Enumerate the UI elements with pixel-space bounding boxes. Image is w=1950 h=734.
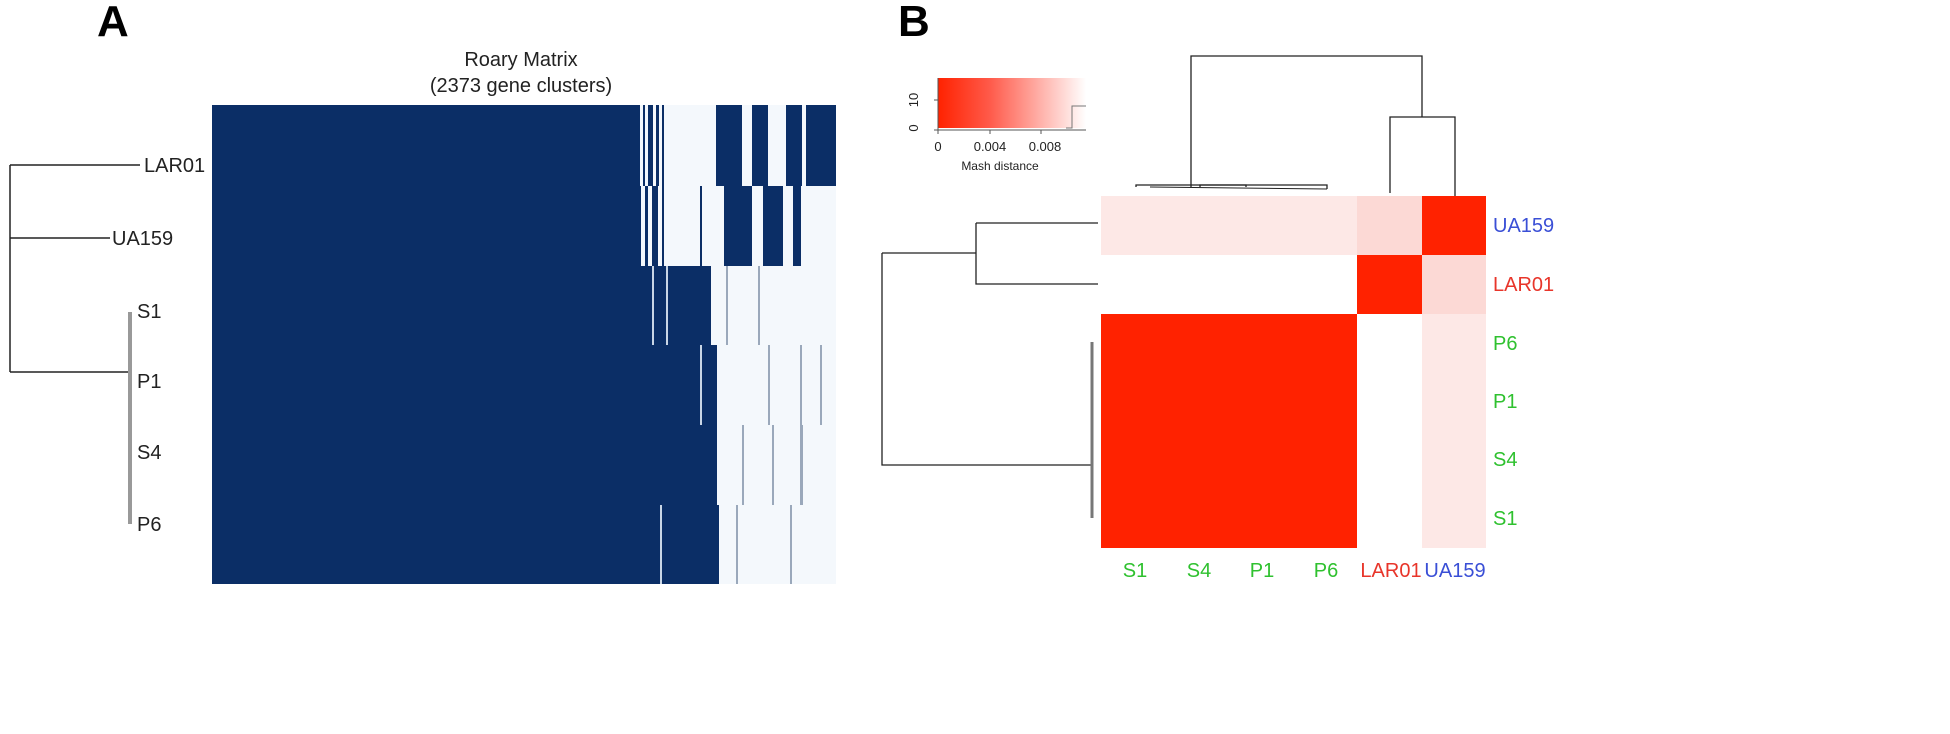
col-label-s1: S1 [1123,560,1147,582]
column-dendrogram [1135,55,1456,197]
row-label-p1: P1 [1493,391,1517,413]
key-xtick-0: 0 [934,139,941,154]
key-title: Mash distance [961,159,1039,173]
roary-tree [9,164,140,524]
matrix-row-p1 [637,345,822,425]
tree-label-lar01: LAR01 [144,155,205,177]
row-label-s1: S1 [1493,508,1517,530]
row-label-lar01: LAR01 [1493,274,1554,296]
tree-label-s4: S4 [137,442,161,464]
col-label-s4: S4 [1187,560,1211,582]
col-label-p1: P1 [1250,560,1274,582]
key-xtick-0008: 0.008 [1029,139,1062,154]
row-label-s4: S4 [1493,449,1517,471]
col-label-p6: P6 [1314,560,1338,582]
key-ytick-10: 10 [906,93,921,107]
row-label-ua159: UA159 [1493,215,1554,237]
matrix-row-s4 [637,425,803,505]
roary-matrix [212,105,836,584]
mash-heatmap [1101,196,1486,548]
tree-label-ua159: UA159 [112,228,173,250]
row-label-p6: P6 [1493,333,1517,355]
col-label-ua159: UA159 [1424,560,1485,582]
tree-label-p1: P1 [137,371,161,393]
roary-title: Roary Matrix [464,49,577,71]
matrix-row-p6 [637,505,792,584]
key-xtick-0004: 0.004 [974,139,1007,154]
matrix-row-lar01 [637,105,836,186]
roary-subtitle: (2373 gene clusters) [430,75,612,97]
matrix-row-s1 [637,266,760,345]
panel-b-letter: B [898,0,930,46]
panel-a-letter: A [97,0,129,46]
key-ytick-0: 0 [906,124,921,131]
tree-label-s1: S1 [137,301,161,323]
matrix-row-ua159 [637,186,801,266]
color-key: 10 0 0 0.004 0.008 Mash distance [906,78,1086,173]
tree-label-p6: P6 [137,514,161,536]
col-label-lar01: LAR01 [1360,560,1421,582]
row-dendrogram [881,222,1098,518]
